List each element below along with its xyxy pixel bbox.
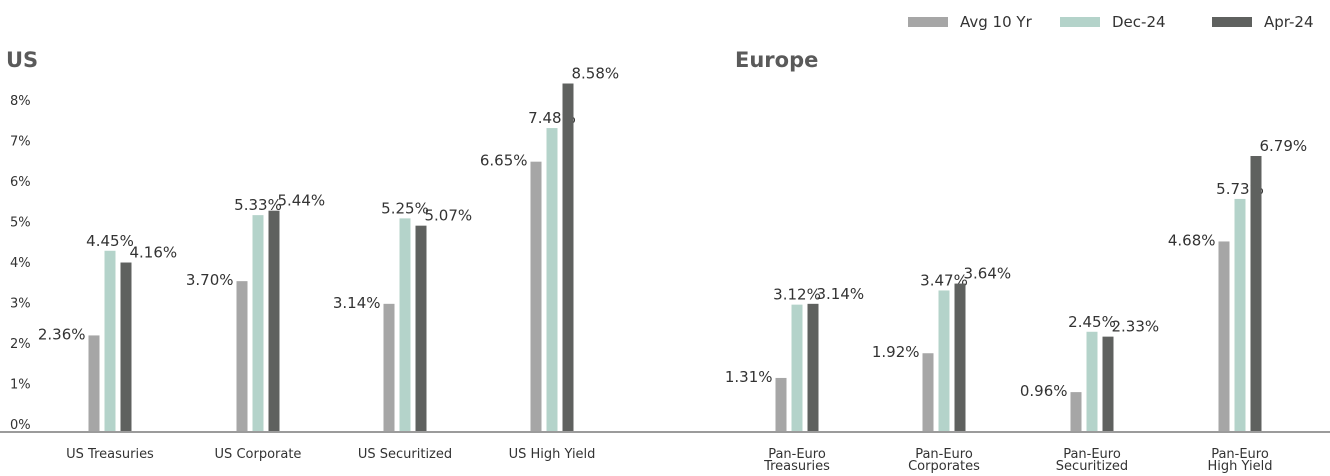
bar-1-2-1 — [1086, 331, 1098, 431]
bar-1-2-2 — [1102, 336, 1114, 431]
data-label: 4.45% — [86, 232, 134, 250]
bar-0-1-0 — [236, 281, 248, 431]
bar-1-2-0 — [1070, 392, 1082, 431]
bar-0-0-2 — [120, 262, 132, 431]
category-label: Securitized — [1056, 459, 1128, 474]
bar-1-1-2 — [954, 283, 966, 431]
category-label: US High Yield — [509, 447, 596, 462]
y-tick-label: 2% — [10, 337, 31, 352]
category-label: Pan-Euro — [915, 447, 973, 462]
legend-item-avg10: Avg 10 Yr — [908, 13, 1032, 31]
legend-swatch-apr24 — [1212, 17, 1252, 27]
data-label: 8.58% — [572, 65, 620, 83]
data-label: 3.12% — [773, 286, 821, 304]
y-tick-label: 6% — [10, 175, 31, 190]
data-label: 2.33% — [1112, 318, 1160, 336]
category-label: Corporates — [908, 459, 980, 474]
data-label: 1.31% — [725, 368, 773, 386]
bar-0-1-1 — [252, 215, 264, 431]
bar-0-2-0 — [383, 303, 395, 431]
y-tick-label: 7% — [10, 135, 31, 150]
data-label: 6.79% — [1260, 137, 1308, 155]
legend-label-apr24: Apr-24 — [1264, 13, 1314, 31]
legend-label-avg10: Avg 10 Yr — [960, 13, 1032, 31]
y-tick-label: 8% — [10, 94, 31, 109]
category-label: US Securitized — [358, 447, 452, 462]
bar-0-3-2 — [562, 83, 574, 431]
data-label: 2.36% — [38, 325, 86, 343]
category-label: Treasuries — [763, 459, 830, 474]
data-label: 3.64% — [964, 265, 1012, 283]
y-tick-label: 1% — [10, 378, 31, 393]
data-label: 0.96% — [1020, 382, 1068, 400]
legend-swatch-avg10 — [908, 17, 948, 27]
europe-panel-title: Europe — [735, 48, 819, 72]
bar-0-3-1 — [546, 128, 558, 431]
bar-1-0-1 — [791, 304, 803, 431]
bar-1-3-2 — [1250, 156, 1262, 431]
y-tick-label: 4% — [10, 256, 31, 271]
category-label: High Yield — [1208, 459, 1273, 474]
category-label: US Treasuries — [66, 447, 154, 462]
bar-0-3-0 — [530, 161, 542, 432]
bar-1-3-0 — [1218, 241, 1230, 431]
data-label: 5.07% — [425, 207, 473, 225]
data-label: 2.45% — [1068, 313, 1116, 331]
bar-1-3-1 — [1234, 198, 1246, 431]
bar-0-0-1 — [104, 250, 116, 431]
data-label: 1.92% — [872, 343, 920, 361]
legend-swatch-dec24 — [1060, 17, 1100, 27]
y-tick-label: 3% — [10, 297, 31, 312]
data-label: 4.68% — [1168, 231, 1216, 249]
category-label: Pan-Euro — [768, 447, 826, 462]
data-label: 6.65% — [480, 152, 528, 170]
data-label: 3.70% — [186, 271, 234, 289]
data-label: 5.33% — [234, 196, 282, 214]
category-label: Pan-Euro — [1211, 447, 1269, 462]
us-panel-title: US — [6, 48, 39, 72]
bar-1-0-0 — [775, 377, 787, 431]
data-label: 4.16% — [130, 244, 178, 262]
y-tick-label: 5% — [10, 216, 31, 231]
bar-0-2-2 — [415, 225, 427, 431]
bar-1-1-1 — [938, 290, 950, 431]
y-tick-label: 0% — [10, 418, 31, 433]
bar-0-1-2 — [268, 210, 280, 431]
bar-1-0-2 — [807, 303, 819, 431]
category-label: Pan-Euro — [1063, 447, 1121, 462]
category-label: US Corporate — [215, 447, 302, 462]
legend-item-apr24: Apr-24 — [1212, 13, 1314, 31]
data-label: 5.44% — [278, 192, 326, 210]
bar-0-0-0 — [88, 335, 100, 431]
data-label: 3.14% — [333, 294, 381, 312]
bar-1-1-0 — [922, 353, 934, 431]
data-label: 3.14% — [817, 285, 865, 303]
legend-item-dec24: Dec-24 — [1060, 13, 1166, 31]
data-label: 5.25% — [381, 199, 429, 217]
legend-label-dec24: Dec-24 — [1112, 13, 1166, 31]
bar-0-2-1 — [399, 218, 411, 431]
